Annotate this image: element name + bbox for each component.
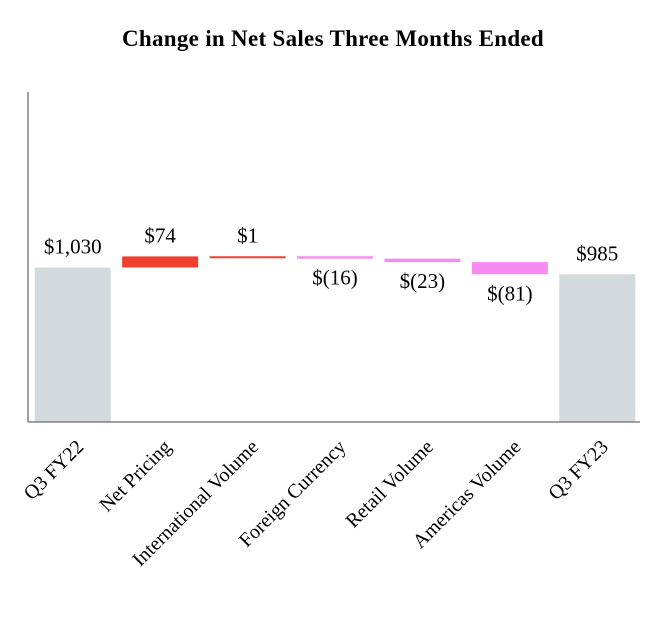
data-label-international-volume: $1 — [237, 223, 258, 247]
chart-title: Change in Net Sales Three Months Ended — [121, 26, 545, 51]
bar-retail-volume — [384, 258, 461, 263]
x-tick-label-retail-volume: Retail Volume — [342, 436, 438, 532]
data-label-foreign-currency: $(16) — [312, 266, 358, 290]
x-tick-label-q3-fy22: Q3 FY22 — [20, 436, 89, 505]
data-label-americas-volume: $(81) — [487, 281, 533, 305]
data-label-q3-fy23: $985 — [576, 241, 618, 265]
bars-group — [34, 256, 636, 422]
bar-net-pricing — [122, 256, 199, 268]
x-tick-label-q3-fy23: Q3 FY23 — [544, 436, 613, 505]
data-label-retail-volume: $(23) — [400, 269, 446, 293]
bar-q3-fy22 — [34, 267, 111, 422]
bar-q3-fy23 — [559, 274, 636, 422]
x-tick-label-net-pricing: Net Pricing — [95, 436, 175, 516]
data-label-q3-fy22: $1,030 — [44, 235, 102, 259]
data-label-net-pricing: $74 — [144, 223, 176, 247]
bar-foreign-currency — [297, 256, 373, 259]
data-labels-group: $1,030 $74 $1 $(16) $(23) $(81) $985 — [44, 223, 618, 305]
bar-americas-volume — [471, 262, 548, 275]
bar-international-volume — [209, 256, 286, 259]
